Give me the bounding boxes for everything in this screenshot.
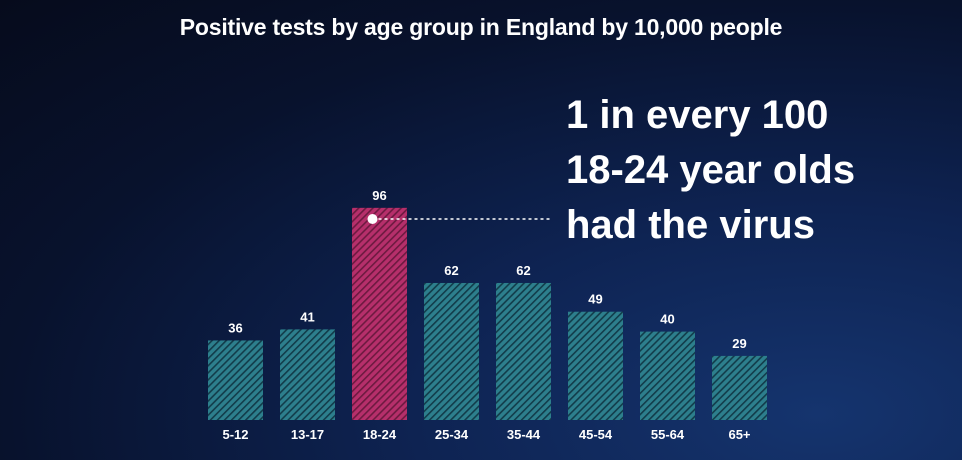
tick-label-13-17: 13-17: [291, 427, 324, 442]
tick-label-45-54: 45-54: [579, 427, 613, 442]
annotation-dot: [367, 214, 378, 224]
data-label-18-24: 96: [372, 188, 386, 203]
annotation-line-2: 18-24 year olds: [566, 148, 856, 192]
tick-label-25-34: 25-34: [435, 427, 469, 442]
tick-label-65+: 65+: [728, 427, 750, 442]
data-label-35-44: 62: [516, 263, 530, 278]
tick-label-5-12: 5-12: [222, 427, 248, 442]
data-label-13-17: 41: [300, 309, 314, 324]
data-label-25-34: 62: [444, 263, 458, 278]
bar-55-64: [640, 331, 695, 420]
tick-label-35-44: 35-44: [507, 427, 541, 442]
tick-label-55-64: 55-64: [651, 427, 685, 442]
tick-label-18-24: 18-24: [363, 427, 397, 442]
annotation-line-1: 1 in every 100: [566, 93, 829, 137]
bar-35-44: [496, 282, 551, 420]
data-label-45-54: 49: [588, 292, 602, 307]
bar-5-12: [208, 340, 263, 420]
data-label-5-12: 36: [228, 320, 242, 335]
annotation-callout: 1 in every 100 18-24 year olds had the v…: [566, 88, 855, 253]
bar-13-17: [280, 329, 335, 420]
bar-45-54: [568, 311, 623, 420]
bar-65+: [712, 355, 767, 420]
data-label-65+: 29: [732, 336, 746, 351]
data-label-55-64: 40: [660, 312, 674, 327]
bars-layer: 36 5-12 41 13-17 96 18-24 62 25-34 62 35-44 49 45-5…: [208, 188, 767, 442]
bar-18-24: [352, 207, 407, 420]
annotation-line-3: had the virus: [566, 203, 815, 247]
annotation-layer: [367, 214, 552, 224]
chart-title: Positive tests by age group in England b…: [179, 14, 783, 40]
bar-25-34: [424, 282, 479, 420]
